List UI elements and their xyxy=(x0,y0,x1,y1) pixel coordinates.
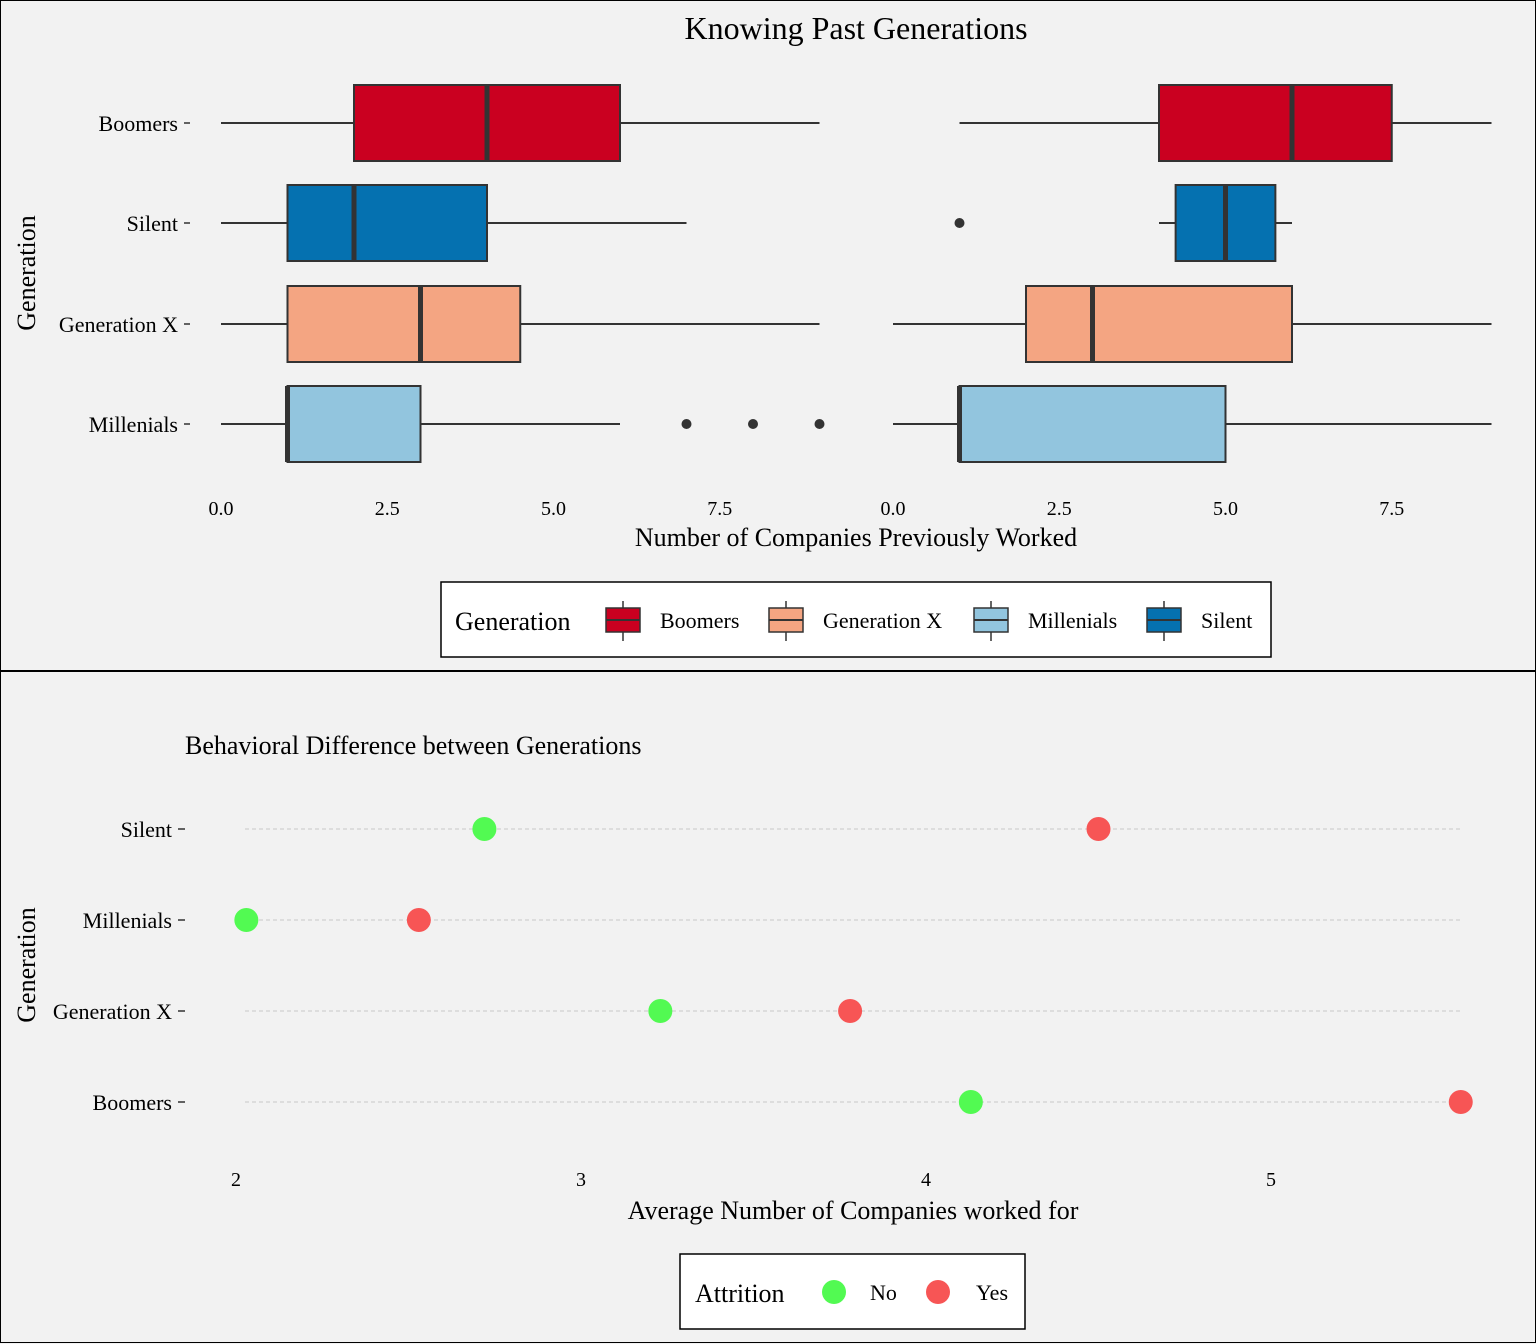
legend-key xyxy=(926,1280,950,1304)
box-millenials xyxy=(893,385,1492,463)
point-yes-millenials xyxy=(406,908,431,932)
y-tick-label: Millenials xyxy=(83,908,172,933)
legend-label: No xyxy=(870,1280,897,1305)
x-axis-label: Average Number of Companies worked for xyxy=(628,1196,1079,1225)
point-no-millenials xyxy=(234,908,259,932)
box-generation-x xyxy=(221,285,820,363)
dotplot-area: Silent Millenials Generation X Boomers 2 3 4 5 xyxy=(53,817,1473,1191)
box-body xyxy=(1025,285,1293,363)
legend-label: Generation X xyxy=(823,608,942,633)
x-tick-label: 5.0 xyxy=(1213,498,1238,520)
box-body xyxy=(1158,84,1393,162)
legend-label: Millenials xyxy=(1028,608,1117,633)
x-tick-label: 0.0 xyxy=(209,498,234,520)
y-tick-label: Generation X xyxy=(59,312,178,337)
y-axis-label: Generation xyxy=(12,215,41,331)
box-body xyxy=(286,385,422,463)
legend-item: Millenials xyxy=(973,601,1117,641)
box-silent xyxy=(221,184,687,262)
point-yes-boomers xyxy=(1448,1090,1473,1114)
y-tick-label: Boomers xyxy=(99,111,178,136)
legend-items: Boomers Generation X Millenials Silent xyxy=(605,601,1252,641)
box-silent xyxy=(954,184,1292,262)
box-body xyxy=(958,385,1227,463)
legend-item: Silent xyxy=(1146,601,1252,641)
box-generation-x xyxy=(893,285,1492,363)
outlier-point xyxy=(814,419,825,429)
legend-title: Generation xyxy=(455,607,571,636)
legend-title: Attrition xyxy=(695,1279,785,1308)
box-body xyxy=(286,184,488,262)
legend-item: Generation X xyxy=(768,601,942,641)
bottom-panel-border xyxy=(0,671,1536,1343)
outlier-point xyxy=(681,419,692,429)
x-tick-label: 7.5 xyxy=(707,498,732,520)
y-axis-label: Generation xyxy=(12,907,41,1023)
legend-item: Yes xyxy=(926,1280,1008,1305)
x-tick-label: 5.0 xyxy=(541,498,566,520)
x-tick-label: 7.5 xyxy=(1379,498,1404,520)
x-tick-label: 2.5 xyxy=(1047,498,1072,520)
point-no-generation-x xyxy=(648,999,673,1023)
legend-key xyxy=(822,1280,846,1304)
y-tick-label: Silent xyxy=(121,817,172,842)
legend-box xyxy=(440,581,1272,658)
y-tick-label: Boomers xyxy=(93,1090,172,1115)
legend-items: No Yes xyxy=(822,1280,1008,1305)
point-yes-generation-x xyxy=(838,999,863,1023)
legend-box xyxy=(679,1253,1026,1330)
legend-item: Boomers xyxy=(605,601,739,641)
outlier-point xyxy=(954,218,965,228)
legend-item: No xyxy=(822,1280,897,1305)
x-tick-label: 2.5 xyxy=(375,498,400,520)
y-tick-label: Generation X xyxy=(53,999,172,1024)
point-no-silent xyxy=(472,817,497,841)
point-yes-silent xyxy=(1086,817,1111,841)
legend-label: Silent xyxy=(1201,608,1252,633)
chart-title: Knowing Past Generations xyxy=(684,10,1027,46)
x-tick-label: 5 xyxy=(1266,1169,1276,1191)
legend: Generation Boomers Generation X Millenials… xyxy=(440,581,1272,658)
x-tick-label: 2 xyxy=(231,1169,241,1191)
legend: Attrition No Yes xyxy=(679,1253,1026,1330)
legend-label: Boomers xyxy=(660,608,739,633)
box-body xyxy=(286,285,522,363)
chart-title: Behavioral Difference between Generation… xyxy=(185,731,641,760)
y-tick-label: Millenials xyxy=(89,412,178,437)
boxplot-area: Boomers Silent Generation X Millenials 0.0 2.… xyxy=(59,84,1492,520)
box-millenials xyxy=(221,385,825,463)
x-tick-label: 0.0 xyxy=(881,498,906,520)
y-tick-label: Silent xyxy=(127,211,178,236)
x-tick-label: 4 xyxy=(921,1169,931,1191)
point-no-boomers xyxy=(958,1090,983,1114)
x-tick-label: 3 xyxy=(576,1169,586,1191)
outlier-point xyxy=(748,419,758,429)
x-axis-label: Number of Companies Previously Worked xyxy=(635,523,1077,552)
box-boomers xyxy=(221,84,820,162)
legend-label: Yes xyxy=(976,1280,1008,1305)
box-boomers xyxy=(959,84,1492,162)
